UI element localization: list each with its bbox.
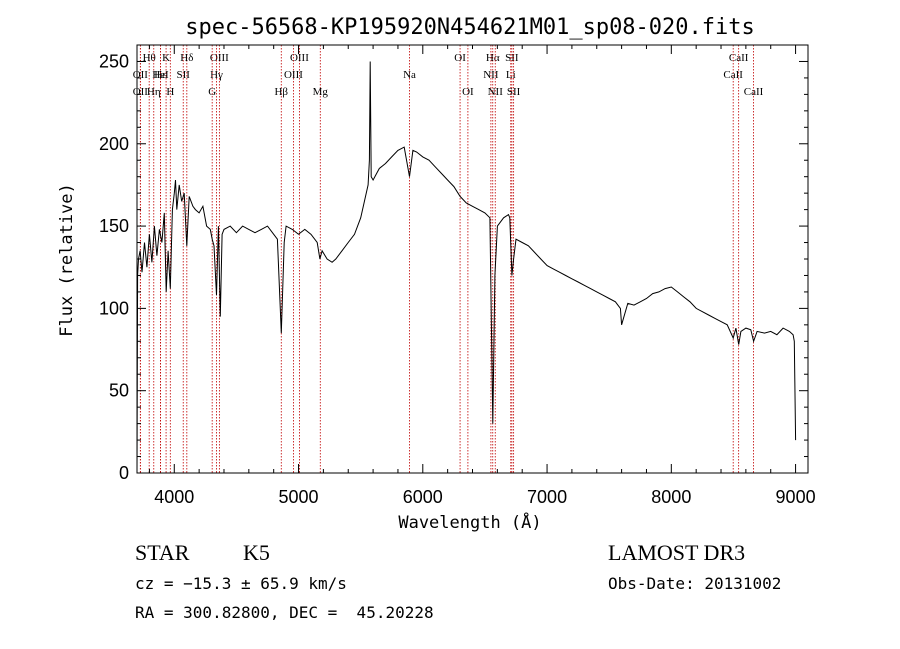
x-tick-label-0: 4000 <box>154 487 194 507</box>
line-marker-label-18: OI <box>454 52 466 64</box>
line-marker-label-24: Li <box>506 69 516 81</box>
line-marker-label-23: SII <box>505 52 519 64</box>
line-marker-label-8: Hδ <box>180 52 193 64</box>
x-axis-label: Wavelength (Å) <box>398 511 541 533</box>
line-marker-label-25: SII <box>507 86 521 98</box>
line-marker-label-11: Hγ <box>210 69 223 81</box>
y-tick-label-0: 0 <box>119 463 129 483</box>
survey-name: LAMOST DR3 <box>608 540 746 565</box>
line-marker-label-21: NII <box>483 69 499 81</box>
line-marker-label-19: OI <box>462 86 474 98</box>
y-axis-label: Flux (relative) <box>57 183 77 337</box>
chart-title: spec-56568-KP195920N454621M01_sp08-020.f… <box>185 15 755 40</box>
line-marker-label-9: SII <box>176 69 190 81</box>
x-tick-label-5: 9000 <box>776 487 816 507</box>
line-marker-label-27: CaII <box>723 69 743 81</box>
x-tick-label-2: 6000 <box>403 487 443 507</box>
line-marker-label-26: CaII <box>729 52 749 64</box>
line-marker-label-15: Hβ <box>274 86 288 98</box>
coordinates-text: RA = 300.82800, DEC = 45.20228 <box>135 603 434 622</box>
line-marker-label-4: Hη <box>147 86 161 98</box>
object-subclass: K5 <box>243 540 270 565</box>
x-tick-label-1: 5000 <box>279 487 319 507</box>
axis-ticks-group: 4000 5000 6000 7000 8000 9000 0 50 100 150 200 250 <box>99 44 816 507</box>
x-tick-label-4: 8000 <box>651 487 691 507</box>
line-marker-label-17: Na <box>403 69 416 81</box>
line-marker-label-28: CaII <box>744 86 764 98</box>
y-tick-label-2: 100 <box>99 298 129 318</box>
spectrum-series-line <box>136 61 797 474</box>
x-tick-label-3: 7000 <box>527 487 567 507</box>
plot-frame <box>136 44 809 474</box>
redshift-text: cz = −15.3 ± 65.9 km/s <box>135 574 347 593</box>
y-tick-label-4: 200 <box>99 134 129 154</box>
line-marker-label-6: HeI <box>152 69 169 81</box>
y-tick-label-5: 250 <box>99 51 129 71</box>
line-marker-label-7: H <box>166 86 174 98</box>
line-marker-label-5: K <box>162 52 170 64</box>
object-class: STAR <box>135 540 190 565</box>
y-tick-label-3: 150 <box>99 216 129 236</box>
y-tick-label-1: 50 <box>109 381 129 401</box>
line-marker-label-10: OIII <box>210 52 229 64</box>
line-marker-label-22: NII <box>488 86 504 98</box>
line-marker-label-13: OIII <box>290 52 309 64</box>
line-marker-label-16: Mg <box>313 86 329 98</box>
line-marker-label-12: G <box>208 86 216 98</box>
line-marker-label-20: Hα <box>486 52 500 64</box>
obs-date-text: Obs-Date: 20131002 <box>608 574 782 593</box>
line-marker-label-14: OIII <box>284 69 303 81</box>
